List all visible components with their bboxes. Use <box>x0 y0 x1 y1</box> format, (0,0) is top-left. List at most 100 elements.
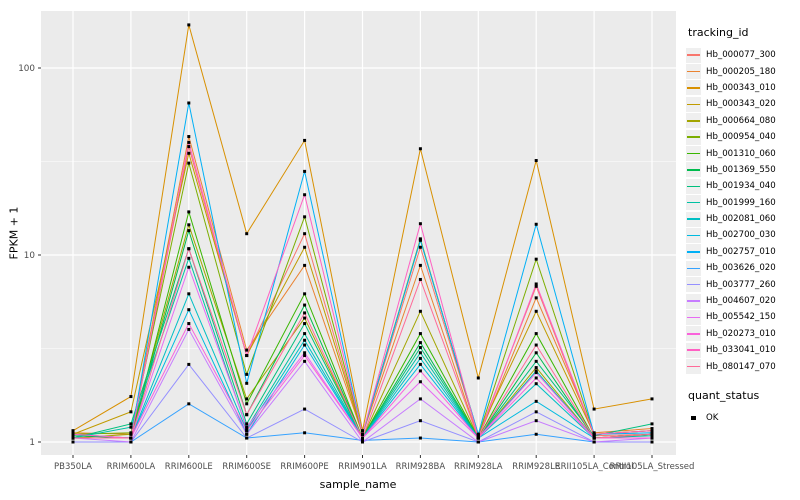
data-point <box>418 147 422 151</box>
legend-label: Hb_003777_260 <box>706 279 776 290</box>
x-tick-label: RRII105LA_Control <box>555 462 634 472</box>
data-point <box>303 138 307 142</box>
legend-key-line-icon <box>686 260 701 276</box>
legend-item: Hb_003626_020 <box>686 260 800 276</box>
data-point <box>534 222 538 226</box>
data-point <box>418 238 422 242</box>
data-point <box>650 422 654 426</box>
legend-key-line-icon <box>686 293 701 309</box>
data-point <box>187 223 191 227</box>
legend-label: Hb_000664_080 <box>706 115 776 126</box>
data-point <box>534 382 538 386</box>
legend-label: Hb_020273_010 <box>706 328 776 339</box>
data-point <box>361 436 364 440</box>
data-point <box>245 381 249 385</box>
data-point <box>303 292 307 296</box>
x-tick-label: PB350LA <box>54 462 92 472</box>
data-point <box>650 429 654 433</box>
legend-label: Hb_002700_030 <box>706 230 776 241</box>
legend-label: Hb_000954_040 <box>706 132 776 143</box>
data-point <box>592 407 596 411</box>
legend-item: Hb_001369_550 <box>686 162 800 178</box>
data-point <box>245 413 249 417</box>
legend-label: Hb_004607_020 <box>706 296 776 307</box>
data-point <box>245 436 249 440</box>
data-point <box>418 419 422 423</box>
data-point <box>303 351 307 355</box>
data-point <box>303 332 307 336</box>
legend-key-line-icon <box>686 96 701 112</box>
data-point <box>245 425 249 429</box>
y-tick-label: 100 <box>18 64 35 74</box>
data-point <box>303 169 307 173</box>
x-tick-label: RRIM600LA <box>107 462 156 472</box>
legend-items-quant-status: OK <box>686 410 800 426</box>
legend-item: Hb_033041_010 <box>686 342 800 358</box>
data-point <box>418 351 422 355</box>
legend-label: Hb_001934_040 <box>706 181 776 192</box>
data-point <box>303 359 307 363</box>
legend-item: Hb_020273_010 <box>686 326 800 342</box>
legend-key-line-icon <box>686 326 701 342</box>
data-point <box>303 316 307 320</box>
data-point <box>303 193 307 197</box>
legend-key-line-icon <box>686 244 701 260</box>
data-point <box>245 432 249 436</box>
data-point <box>418 332 422 336</box>
data-point <box>418 263 422 267</box>
data-point <box>361 429 364 433</box>
legend-label: Hb_000205_180 <box>706 66 776 77</box>
data-point <box>303 407 307 411</box>
data-point <box>303 311 307 315</box>
data-point <box>303 354 307 358</box>
data-point <box>303 232 307 236</box>
data-point <box>187 151 191 155</box>
data-point <box>650 432 654 436</box>
legend-label: Hb_001310_060 <box>706 148 776 159</box>
data-point <box>534 399 538 403</box>
data-point <box>187 101 191 105</box>
legend-items-tracking-id: Hb_000077_300 Hb_000205_180 Hb_000343_010 H… <box>686 47 800 375</box>
data-point <box>534 159 538 163</box>
data-point <box>534 296 538 300</box>
data-point <box>71 432 75 436</box>
data-point <box>650 397 654 401</box>
data-point <box>534 282 538 286</box>
data-point <box>129 425 133 429</box>
legend-item: Hb_000954_040 <box>686 129 800 145</box>
data-point <box>303 338 307 342</box>
data-point <box>534 343 538 347</box>
legend-item-quant: OK <box>686 410 800 426</box>
legend-item: Hb_000664_080 <box>686 113 800 129</box>
data-point <box>534 419 538 423</box>
legend-key-line-icon <box>686 309 701 325</box>
x-tick-label: RRIM600SE <box>222 462 271 472</box>
data-point <box>245 348 249 352</box>
data-point <box>245 422 249 426</box>
data-point <box>303 263 307 267</box>
legend-key-line-icon <box>686 211 701 227</box>
data-point <box>187 256 191 260</box>
legend-title-tracking-id: tracking_id <box>688 26 749 39</box>
legend-item: Hb_000205_180 <box>686 63 800 80</box>
data-point <box>303 215 307 219</box>
data-point <box>534 351 538 355</box>
x-tick-label: RRIM928BA <box>396 462 446 472</box>
x-tick-label: RRII105LA_Stressed <box>610 462 695 472</box>
data-point <box>187 140 191 144</box>
legend-key-line-icon <box>686 359 701 375</box>
legend-item: Hb_004607_020 <box>686 293 800 309</box>
data-point <box>245 397 249 401</box>
data-point <box>418 380 422 384</box>
data-point <box>418 436 422 440</box>
legend-item: Hb_080147_070 <box>686 358 800 375</box>
x-tick-label: RRIM600PE <box>280 462 328 472</box>
data-point <box>71 429 75 433</box>
data-point <box>187 292 191 296</box>
data-point <box>187 210 191 214</box>
y-axis-title: FPKM + 1 <box>7 206 21 260</box>
legend-item: Hb_000343_020 <box>686 96 800 112</box>
legend: tracking_id Hb_000077_300 Hb_000205_180 Hb… <box>686 26 800 426</box>
